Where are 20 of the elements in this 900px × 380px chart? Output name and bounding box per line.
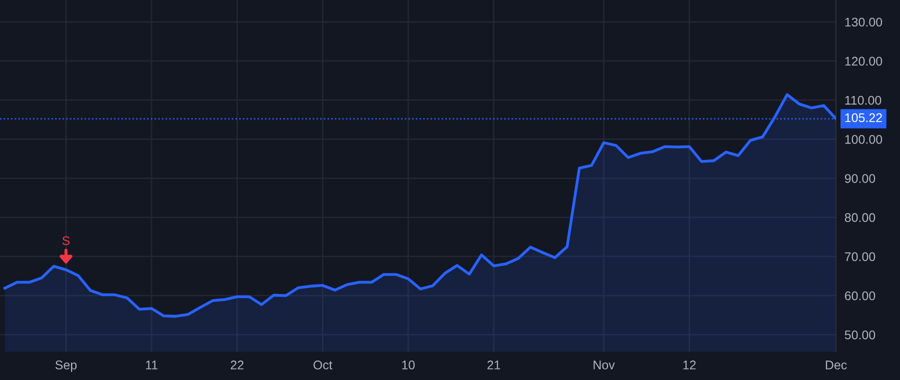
x-tick-label: Nov xyxy=(594,360,615,370)
y-tick-label: 90.00 xyxy=(844,174,876,183)
x-tick-label: 22 xyxy=(230,360,244,370)
x-tick-label: Dec xyxy=(826,360,847,370)
x-tick-label: 11 xyxy=(146,360,158,370)
y-tick-label: 80.00 xyxy=(844,213,876,222)
y-tick-label: 70.00 xyxy=(844,252,876,262)
x-tick-label: 10 xyxy=(402,360,415,370)
ref-line-label: 105.22 xyxy=(845,113,882,122)
annotation: S xyxy=(62,236,70,246)
y-tick-label: 120.00 xyxy=(845,56,882,66)
y-tick-label: 130.00 xyxy=(845,18,882,27)
y-tick-label: 100.00 xyxy=(845,134,882,144)
y-tick-label: 60.00 xyxy=(844,291,876,300)
y-tick-label: 50.00 xyxy=(844,330,876,340)
x-tick-label: Oct xyxy=(314,360,332,370)
x-tick-label: 21 xyxy=(487,360,500,370)
x-tick-label: 12 xyxy=(683,360,696,370)
x-tick-label: Sep xyxy=(55,360,77,372)
y-tick-label: 110.00 xyxy=(845,96,882,105)
